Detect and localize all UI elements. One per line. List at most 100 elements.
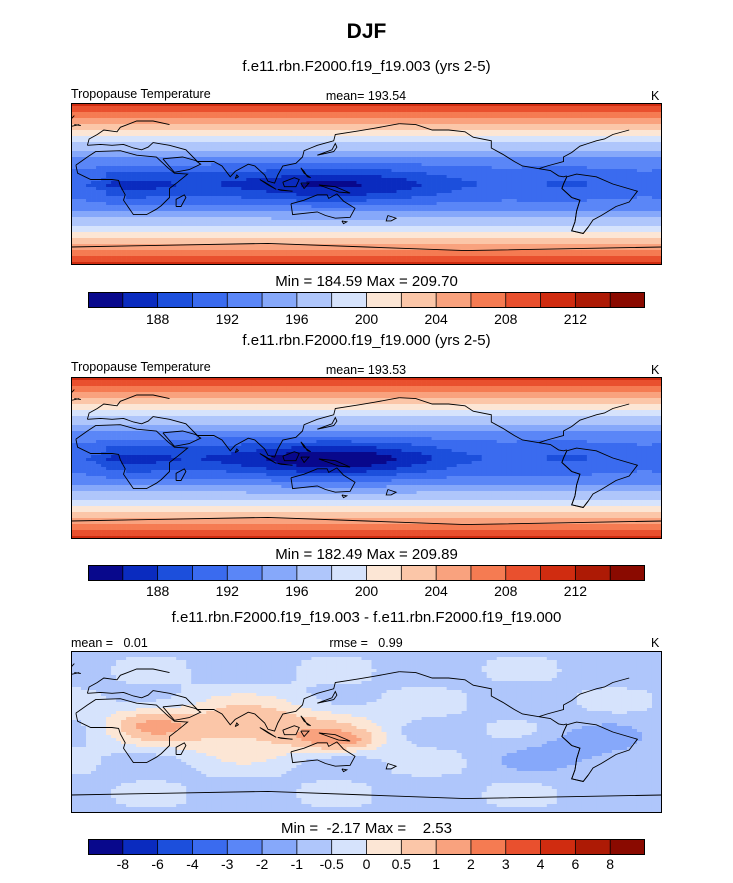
field-cell	[641, 226, 648, 230]
field-cell	[231, 139, 237, 143]
field-cell	[101, 130, 107, 134]
field-cell	[486, 127, 493, 131]
field-cell	[246, 172, 252, 176]
field-cell	[466, 112, 473, 116]
field-cell	[101, 220, 107, 224]
field-cell	[521, 151, 528, 155]
field-cell	[366, 175, 372, 179]
field-cell	[546, 196, 553, 200]
field-cell	[376, 172, 382, 176]
field-cell	[441, 193, 447, 197]
field-cell	[401, 187, 407, 191]
field-cell	[521, 172, 528, 176]
field-cell	[611, 118, 618, 122]
field-cell	[316, 139, 322, 143]
field-cell	[301, 103, 307, 107]
field-cell	[81, 220, 87, 224]
field-cell	[86, 157, 92, 161]
field-cell	[211, 124, 217, 128]
field-cell	[281, 115, 287, 119]
field-cell	[196, 175, 202, 179]
field-cell	[451, 163, 458, 167]
field-cell	[161, 208, 167, 212]
field-cell	[481, 181, 488, 185]
field-cell	[536, 103, 543, 107]
field-cell	[571, 217, 578, 221]
field-cell	[511, 202, 518, 206]
field-cell	[226, 136, 232, 140]
field-cell	[551, 196, 558, 200]
field-cell	[206, 127, 212, 131]
field-cell	[631, 211, 638, 215]
field-cell	[656, 196, 662, 200]
field-cell	[511, 205, 518, 209]
field-cell	[616, 178, 623, 182]
field-cell	[71, 190, 77, 194]
field-cell	[151, 175, 157, 179]
field-cell	[356, 211, 362, 215]
field-cell	[416, 205, 422, 209]
field-cell	[456, 118, 463, 122]
field-cell	[321, 112, 327, 116]
field-cell	[516, 160, 523, 164]
field-cell	[541, 211, 548, 215]
field-cell	[531, 163, 538, 167]
field-cell	[241, 166, 247, 170]
field-cell	[226, 190, 232, 194]
field-cell	[241, 106, 247, 110]
field-cell	[471, 124, 478, 128]
field-cell	[606, 193, 613, 197]
field-cell	[481, 169, 488, 173]
field-cell	[71, 220, 77, 224]
field-cell	[416, 217, 422, 221]
field-cell	[476, 181, 483, 185]
field-cell	[246, 220, 252, 224]
field-cell	[176, 145, 182, 149]
field-cell	[431, 199, 437, 203]
field-cell	[486, 184, 493, 188]
field-cell	[471, 169, 478, 173]
field-cell	[76, 103, 82, 107]
field-cell	[271, 136, 277, 140]
field-cell	[526, 184, 533, 188]
field-cell	[161, 148, 167, 152]
field-cell	[106, 229, 112, 233]
field-cell	[441, 142, 447, 146]
field-cell	[476, 115, 483, 119]
field-cell	[586, 148, 593, 152]
field-cell	[606, 139, 613, 143]
field-cell	[246, 151, 252, 155]
field-cell	[501, 127, 508, 131]
field-cell	[446, 133, 452, 137]
field-cell	[101, 127, 107, 131]
field-cell	[421, 130, 427, 134]
field-cell	[311, 169, 317, 173]
field-cell	[126, 103, 132, 107]
field-cell	[306, 133, 312, 137]
field-cell	[486, 109, 493, 113]
field-cell	[101, 169, 107, 173]
field-cell	[621, 142, 628, 146]
field-cell	[561, 136, 568, 140]
field-cell	[561, 109, 568, 113]
field-cell	[256, 229, 262, 233]
field-cell	[301, 166, 307, 170]
field-cell	[206, 229, 212, 233]
field-cell	[631, 127, 638, 131]
field-cell	[371, 106, 377, 110]
field-cell	[96, 223, 102, 227]
field-cell	[261, 202, 267, 206]
field-cell	[206, 193, 212, 197]
field-cell	[336, 172, 342, 176]
field-cell	[561, 112, 568, 116]
field-cell	[586, 115, 593, 119]
field-cell	[286, 127, 292, 131]
field-cell	[191, 169, 197, 173]
field-cell	[221, 148, 227, 152]
field-cell	[86, 187, 92, 191]
field-cell	[486, 199, 493, 203]
field-cell	[266, 220, 272, 224]
field-cell	[491, 106, 498, 110]
field-cell	[201, 106, 207, 110]
field-cell	[396, 187, 402, 191]
